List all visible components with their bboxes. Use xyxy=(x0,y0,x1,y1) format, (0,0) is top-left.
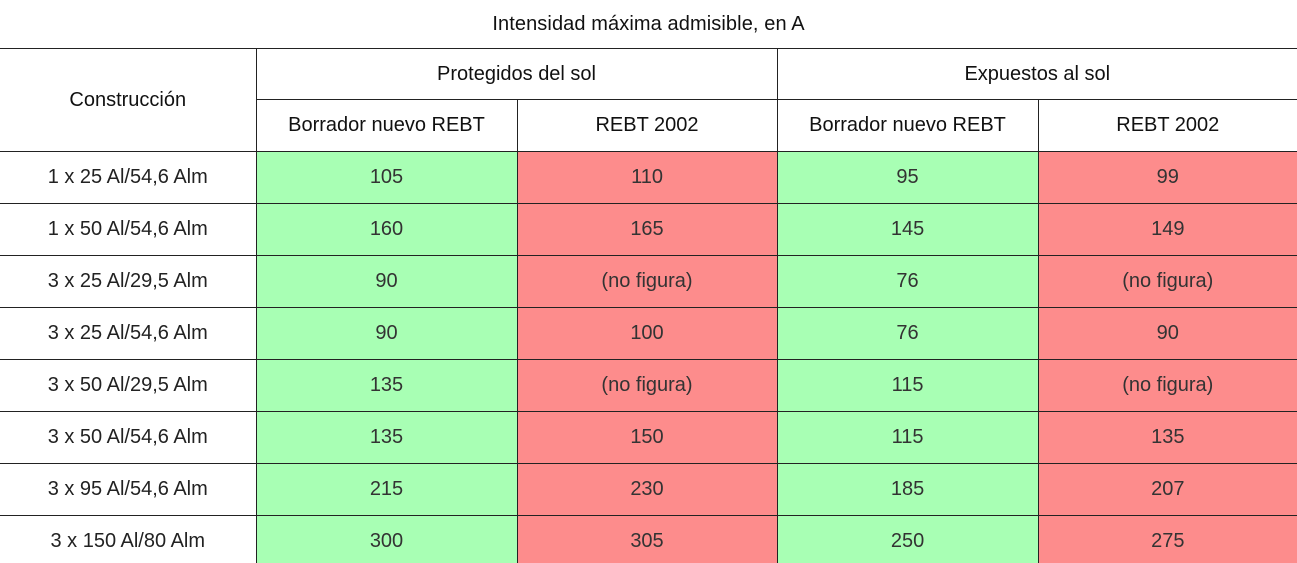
cell-exposed-rebt2002: 149 xyxy=(1037,203,1297,256)
table-row: 3 x 50 Al/54,6 Alm 135 150 115 135 xyxy=(0,411,1297,464)
header-protected-rebt2002: REBT 2002 xyxy=(516,99,778,152)
cell-exposed-draft: 185 xyxy=(776,463,1039,516)
cell-protected-draft: 300 xyxy=(255,515,518,563)
cell-protected-draft: 90 xyxy=(255,255,518,308)
header-protected-draft: Borrador nuevo REBT xyxy=(256,99,518,152)
row-label: 3 x 25 Al/29,5 Alm xyxy=(0,255,257,308)
cell-exposed-draft: 145 xyxy=(776,203,1039,256)
table-row: 1 x 50 Al/54,6 Alm 160 165 145 149 xyxy=(0,203,1297,256)
row-label: 3 x 95 Al/54,6 Alm xyxy=(0,463,257,516)
cell-protected-draft: 215 xyxy=(255,463,518,516)
cell-protected-draft: 105 xyxy=(255,151,518,204)
row-label: 3 x 25 Al/54,6 Alm xyxy=(0,307,257,360)
row-label: 3 x 50 Al/29,5 Alm xyxy=(0,359,257,412)
table-row: 3 x 50 Al/29,5 Alm 135 (no figura) 115 (… xyxy=(0,359,1297,412)
header-exposed: Expuestos al sol xyxy=(776,48,1297,100)
cell-protected-draft: 90 xyxy=(255,307,518,360)
cell-protected-rebt2002: 305 xyxy=(516,515,778,563)
cell-exposed-rebt2002: (no figura) xyxy=(1037,255,1297,308)
cell-protected-draft: 135 xyxy=(255,411,518,464)
header-protected: Protegidos del sol xyxy=(255,48,778,100)
cell-exposed-draft: 115 xyxy=(776,359,1039,412)
cell-exposed-rebt2002: 275 xyxy=(1037,515,1297,563)
cell-exposed-rebt2002: (no figura) xyxy=(1037,359,1297,412)
table-title: Intensidad máxima admisible, en A xyxy=(492,13,805,35)
cell-exposed-rebt2002: 90 xyxy=(1037,307,1297,360)
header-exposed-rebt2002: REBT 2002 xyxy=(1037,99,1297,152)
cell-exposed-draft: 76 xyxy=(776,307,1039,360)
cell-protected-rebt2002: 100 xyxy=(516,307,778,360)
ampacity-table: Construcción Protegidos del sol Expuesto… xyxy=(0,48,1297,563)
table-row: 3 x 150 Al/80 Alm 300 305 250 275 xyxy=(0,515,1297,563)
cell-protected-rebt2002: (no figura) xyxy=(516,359,778,412)
cell-protected-draft: 135 xyxy=(255,359,518,412)
row-label: 1 x 50 Al/54,6 Alm xyxy=(0,203,257,256)
cell-exposed-draft: 250 xyxy=(776,515,1039,563)
header-construction: Construcción xyxy=(0,48,257,152)
table-row: 1 x 25 Al/54,6 Alm 105 110 95 99 xyxy=(0,151,1297,204)
cell-protected-rebt2002: 150 xyxy=(516,411,778,464)
cell-exposed-rebt2002: 135 xyxy=(1037,411,1297,464)
row-label: 3 x 50 Al/54,6 Alm xyxy=(0,411,257,464)
table-row: 3 x 25 Al/54,6 Alm 90 100 76 90 xyxy=(0,307,1297,360)
table-row: 3 x 25 Al/29,5 Alm 90 (no figura) 76 (no… xyxy=(0,255,1297,308)
cell-protected-rebt2002: (no figura) xyxy=(516,255,778,308)
cell-exposed-draft: 115 xyxy=(776,411,1039,464)
row-label: 1 x 25 Al/54,6 Alm xyxy=(0,151,257,204)
header-exposed-draft: Borrador nuevo REBT xyxy=(776,99,1039,152)
table-row: 3 x 95 Al/54,6 Alm 215 230 185 207 xyxy=(0,463,1297,516)
cell-protected-rebt2002: 230 xyxy=(516,463,778,516)
cell-protected-rebt2002: 110 xyxy=(516,151,778,204)
cell-exposed-draft: 95 xyxy=(776,151,1039,204)
cell-protected-rebt2002: 165 xyxy=(516,203,778,256)
cell-exposed-rebt2002: 207 xyxy=(1037,463,1297,516)
row-label: 3 x 150 Al/80 Alm xyxy=(0,515,257,563)
cell-protected-draft: 160 xyxy=(255,203,518,256)
cell-exposed-rebt2002: 99 xyxy=(1037,151,1297,204)
cell-exposed-draft: 76 xyxy=(776,255,1039,308)
